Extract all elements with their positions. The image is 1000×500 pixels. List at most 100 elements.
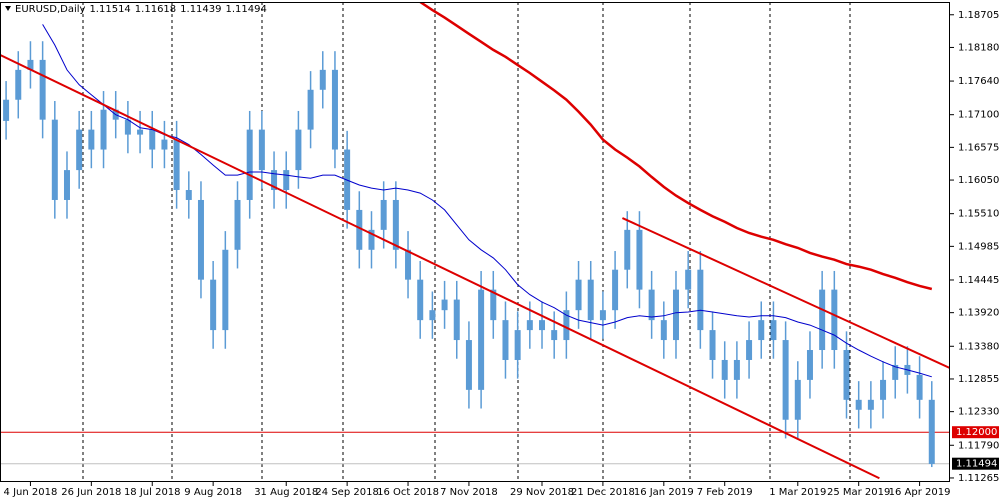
candle-body	[721, 359, 728, 380]
candle-body	[599, 310, 606, 321]
y-tick-label: 1.15510	[958, 209, 999, 220]
candle-body	[514, 330, 521, 360]
candle-body	[234, 199, 241, 250]
candle-body	[271, 170, 278, 191]
candle-body	[636, 229, 643, 290]
candle-body	[758, 320, 765, 341]
candle-body	[417, 279, 424, 321]
candle-body	[551, 330, 558, 341]
x-tick-label: 24 Sep 2018	[315, 487, 378, 498]
candle-body	[624, 229, 631, 270]
candle-body	[76, 129, 83, 171]
x-tick-label: 31 Aug 2018	[254, 487, 318, 498]
candle-body	[149, 129, 156, 150]
trend-line	[621, 217, 950, 369]
candle-body	[819, 289, 826, 351]
current-price-label: 1.11494	[956, 459, 997, 470]
candle-body	[63, 170, 70, 200]
candle-body	[575, 279, 582, 311]
candle-body	[222, 249, 229, 331]
x-tick-label: 16 Jan 2019	[634, 487, 694, 498]
y-tick-label: 1.18180	[958, 42, 999, 53]
candle-body	[161, 139, 168, 150]
candle-body	[587, 279, 594, 321]
chart-header: EURUSD,Daily 1.11514 1.11618 1.11439 1.11494	[15, 4, 267, 15]
candle-body	[39, 59, 46, 120]
x-tick-label: 18 Jul 2018	[124, 487, 181, 498]
candle-body	[380, 199, 387, 230]
level-label: 1.12000	[956, 427, 997, 438]
candle-body	[539, 320, 546, 331]
candle-body	[210, 279, 217, 331]
candle-body	[831, 289, 838, 351]
candle-body	[185, 190, 192, 200]
candle-body	[892, 364, 899, 380]
current-price-box	[952, 457, 999, 470]
candle-body	[441, 299, 448, 311]
candle-body	[794, 379, 801, 420]
candle-body	[648, 289, 655, 321]
candle-body	[709, 330, 716, 360]
candle-body	[563, 310, 570, 341]
candle-body	[392, 199, 399, 250]
y-tick-label: 1.12330	[958, 407, 999, 418]
candle-body	[331, 69, 338, 150]
candle-body	[672, 289, 679, 341]
x-tick-label: 16 Apr 2019	[889, 487, 951, 498]
candle-body	[660, 320, 667, 341]
candle-body	[880, 379, 887, 400]
candle-body	[746, 340, 753, 360]
trend-line	[0, 54, 880, 480]
y-tick-label: 1.17100	[958, 110, 999, 121]
candle-body	[733, 359, 740, 380]
candle-body	[405, 249, 412, 280]
y-tick-label: 1.11790	[958, 440, 999, 451]
y-tick-label: 1.14985	[958, 241, 999, 252]
candle-body	[3, 99, 10, 121]
candle-body	[490, 289, 497, 321]
x-tick-label: 4 Jun 2018	[4, 487, 58, 498]
candle-body	[88, 129, 95, 150]
x-tick-label: 16 Oct 2018	[377, 487, 439, 498]
y-tick-label: 1.17640	[958, 76, 999, 87]
candle-body	[526, 320, 533, 331]
candle-body	[124, 119, 131, 135]
moving-average	[419, 2, 933, 291]
candle-body	[246, 129, 253, 200]
candle-body	[100, 109, 107, 150]
candle-body	[429, 310, 436, 321]
candle-body	[173, 139, 180, 191]
candle-body	[806, 350, 813, 380]
candle-body	[368, 229, 375, 250]
candle-body	[258, 129, 265, 171]
level-label-box	[952, 426, 999, 439]
y-tick-label: 1.11265	[958, 473, 999, 484]
header-value: 1.11514	[89, 4, 130, 15]
x-tick-label: 25 Mar 2019	[827, 487, 890, 498]
x-tick-label: 29 Nov 2018	[510, 487, 574, 498]
candle-body	[478, 289, 485, 390]
header-value: 1.11439	[180, 4, 221, 15]
candle-body	[770, 320, 777, 341]
y-tick-label: 1.18705	[958, 10, 999, 21]
y-tick-label: 1.14445	[958, 275, 999, 286]
x-tick-label: 1 Mar 2019	[769, 487, 826, 498]
candle-body	[319, 69, 326, 90]
candle-body	[697, 269, 704, 331]
candle-body	[356, 209, 363, 250]
x-tick-label: 9 Aug 2018	[184, 487, 242, 498]
period-separators	[82, 2, 851, 482]
menu-arrow	[5, 6, 11, 11]
candle-body	[295, 129, 302, 171]
candle-body	[307, 89, 314, 130]
candle-body	[197, 199, 204, 280]
candle-body	[782, 340, 789, 420]
candle-body	[27, 59, 34, 70]
candle-body	[137, 129, 144, 135]
candle-body	[283, 170, 290, 191]
y-tick-label: 1.13920	[958, 308, 999, 319]
plot-frame	[0, 2, 950, 482]
header-value: 1.11494	[226, 4, 267, 15]
